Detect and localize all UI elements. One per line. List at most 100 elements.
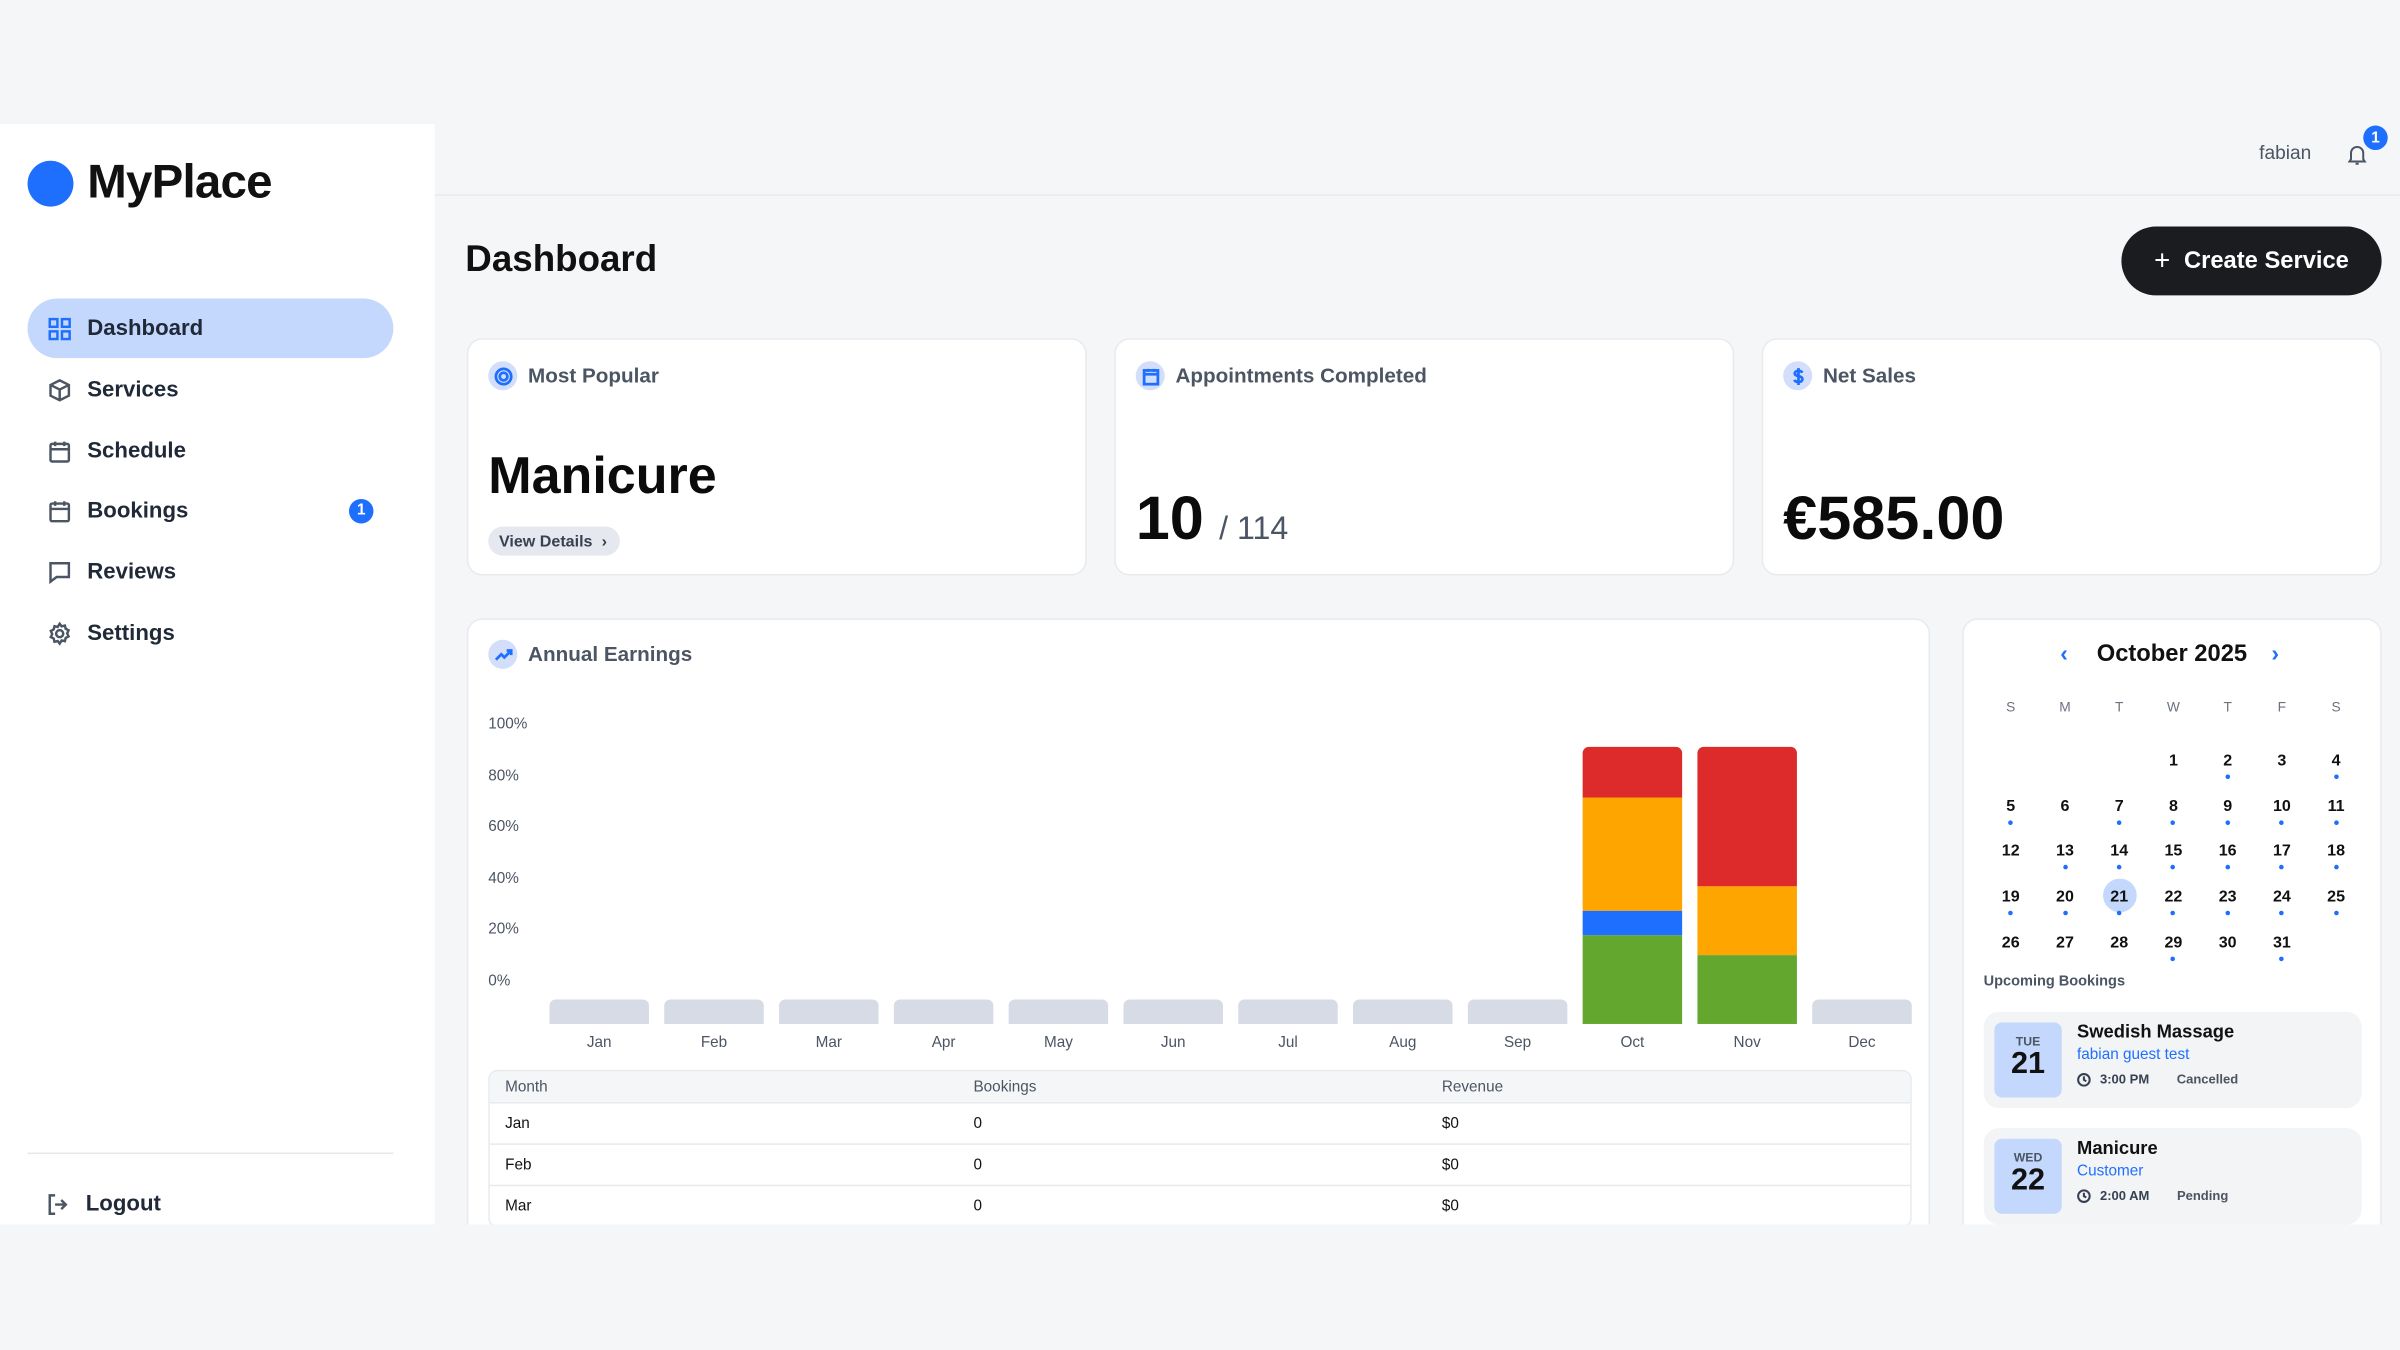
x-tick-label: Feb — [700, 1034, 728, 1052]
calendar-icon — [1135, 361, 1165, 391]
booking-dot — [2171, 819, 2176, 825]
calendar-day-selected[interactable]: 21 — [2092, 878, 2146, 928]
calendar-day[interactable]: 3 — [2277, 751, 2287, 770]
sidebar-item-services[interactable]: Services — [28, 360, 394, 420]
calendar-day[interactable]: 5 — [1984, 791, 2038, 837]
page-title: Dashboard — [465, 238, 658, 281]
x-tick-label: Mar — [815, 1034, 842, 1052]
calendar-day[interactable]: 14 — [2092, 836, 2146, 882]
booking-dot — [2333, 819, 2339, 825]
sidebar-item-dashboard[interactable]: Dashboard — [27, 298, 394, 359]
net-sales-card: Net Sales €585.00 — [1761, 338, 2382, 576]
card-title: Most Popular — [528, 364, 659, 388]
calendar-day[interactable]: 28 — [2110, 933, 2129, 953]
calendar-day[interactable]: 4 — [2309, 745, 2363, 791]
booking-dot — [2279, 956, 2285, 962]
calendar-day[interactable]: 30 — [2218, 933, 2237, 953]
calendar-card: ‹ October 2025 › S M T W T F S 1 2 3 4 5 6 7 8 9 10 11 12 1… — [1962, 618, 2382, 1246]
booking-dot — [2116, 865, 2122, 870]
sidebar-item-reviews[interactable]: Reviews — [28, 542, 394, 602]
calendar-day[interactable]: 8 — [2146, 791, 2200, 837]
dollar-icon — [1783, 361, 1813, 391]
bar-placeholder — [549, 999, 649, 1024]
x-tick-label: Jun — [1160, 1034, 1186, 1052]
calendar-day[interactable]: 26 — [2001, 933, 2020, 953]
booking-dot — [2171, 910, 2176, 916]
calendar-day[interactable]: 20 — [2038, 882, 2092, 928]
booking-item[interactable]: WED 22 Manicure Customer 2:00 AM Pending — [1983, 1128, 2362, 1225]
column-header-bookings: Bookings — [973, 1078, 1037, 1096]
calendar-day[interactable]: 11 — [2309, 791, 2363, 837]
booking-customer[interactable]: fabian guest test — [2077, 1046, 2190, 1064]
x-tick-label: Apr — [931, 1034, 956, 1052]
booking-status: Pending — [2176, 1187, 2229, 1204]
upcoming-bookings-title: Upcoming Bookings — [1983, 973, 2126, 991]
calendar-day[interactable]: 2 — [2201, 745, 2255, 791]
cell-revenue: $0 — [1441, 1197, 1459, 1215]
calendar-day[interactable]: 15 — [2146, 836, 2200, 882]
view-details-button[interactable]: View Details › — [488, 526, 620, 556]
create-service-button[interactable]: + Create Service — [2121, 226, 2382, 296]
calendar-day[interactable]: 19 — [1984, 882, 2038, 928]
calendar-day[interactable]: 16 — [2201, 836, 2255, 882]
clock-icon — [2077, 1072, 2091, 1086]
booking-item[interactable]: TUE 21 Swedish Massage fabian guest test … — [1983, 1011, 2362, 1109]
calendar-day[interactable]: 31 — [2255, 928, 2309, 974]
prev-month-button[interactable]: ‹ — [2060, 641, 2068, 668]
bar-segment — [1582, 796, 1683, 911]
logo-icon — [27, 160, 74, 207]
calendar-day[interactable]: 24 — [2255, 882, 2309, 928]
calendar-icon — [49, 500, 71, 522]
calendar-day[interactable]: 13 — [2038, 836, 2092, 882]
sidebar-item-schedule[interactable]: Schedule — [28, 421, 394, 481]
logout-button[interactable]: Logout — [28, 1174, 394, 1234]
notification-badge: 1 — [2363, 125, 2388, 150]
sidebar-item-settings[interactable]: Settings — [28, 603, 394, 663]
booking-dot — [2225, 819, 2230, 825]
y-tick-label: 100% — [488, 716, 528, 734]
calendar-day[interactable]: 23 — [2201, 882, 2255, 928]
net-sales-value: €585.00 — [1783, 485, 2005, 553]
table-header: Month Bookings Revenue — [489, 1071, 1911, 1103]
bell-icon[interactable] — [2346, 142, 2367, 166]
calendar-day[interactable]: 29 — [2146, 928, 2200, 974]
booking-customer[interactable]: Customer — [2077, 1163, 2144, 1181]
sidebar-divider — [27, 1152, 394, 1155]
cell-month: Feb — [505, 1156, 532, 1174]
calendar-day[interactable]: 7 — [2092, 791, 2146, 837]
booking-date: TUE 21 — [1994, 1022, 2062, 1098]
next-month-button[interactable]: › — [2271, 641, 2280, 668]
calendar-month-title: October 2025 — [2096, 641, 2248, 668]
cell-month: Mar — [505, 1197, 532, 1215]
box-icon — [49, 378, 71, 401]
sidebar-item-label: Settings — [87, 620, 175, 646]
calendar-day[interactable]: 27 — [2056, 933, 2074, 953]
bar-segment — [1582, 746, 1683, 797]
appointments-completed: 10 — [1135, 485, 1204, 553]
booking-day: 22 — [2011, 1163, 2046, 1197]
calendar-day[interactable]: 18 — [2309, 836, 2363, 882]
calendar-day[interactable]: 6 — [2060, 796, 2070, 816]
view-details-label: View Details — [498, 531, 593, 551]
booking-dot — [2008, 910, 2014, 916]
booking-weekday: TUE — [2015, 1034, 2041, 1049]
x-tick-label: Jan — [586, 1034, 612, 1052]
trending-up-icon — [488, 639, 518, 669]
calendar-day[interactable]: 17 — [2255, 836, 2309, 882]
calendar-day[interactable]: 25 — [2309, 882, 2363, 928]
calendar-day[interactable]: 9 — [2201, 791, 2255, 837]
sidebar-item-bookings[interactable]: Bookings 1 — [28, 481, 394, 541]
x-tick-label: Nov — [1733, 1034, 1761, 1052]
user-name[interactable]: fabian — [2259, 142, 2312, 164]
cell-bookings: 0 — [973, 1115, 982, 1132]
booking-dot — [2225, 910, 2230, 916]
y-tick-label: 40% — [488, 870, 519, 888]
calendar-day[interactable]: 1 — [2168, 751, 2178, 770]
calendar-day[interactable]: 10 — [2255, 791, 2309, 837]
calendar-day[interactable]: 12 — [2001, 842, 2020, 861]
calendar-day[interactable]: 22 — [2146, 882, 2200, 928]
y-tick-label: 60% — [488, 819, 519, 836]
header-divider — [434, 194, 2400, 196]
booking-dot — [2116, 819, 2122, 825]
booking-service: Manicure — [2077, 1137, 2158, 1159]
